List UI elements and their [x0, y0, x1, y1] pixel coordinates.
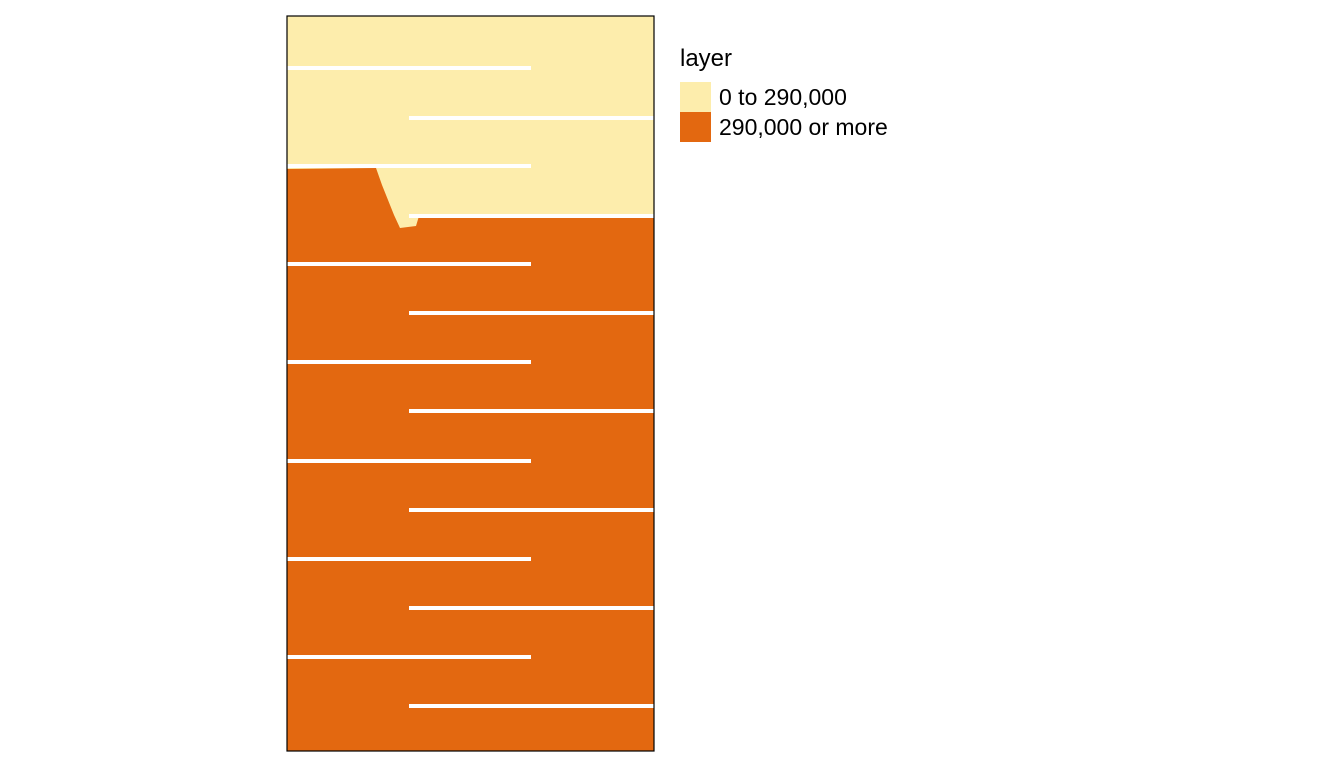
- legend-swatch-high: [680, 112, 711, 142]
- legend-item-high: 290,000 or more: [680, 112, 888, 142]
- legend-label-low: 0 to 290,000: [719, 84, 847, 110]
- legend-title: layer: [680, 45, 733, 72]
- legend: layer 0 to 290,000 290,000 or more: [680, 44, 888, 142]
- map-border: [286, 15, 655, 752]
- legend-swatch-low: [680, 82, 711, 112]
- legend-item-low: 0 to 290,000: [680, 82, 888, 112]
- band-lines: [287, 66, 654, 708]
- legend-label-high: 290,000 or more: [719, 114, 888, 140]
